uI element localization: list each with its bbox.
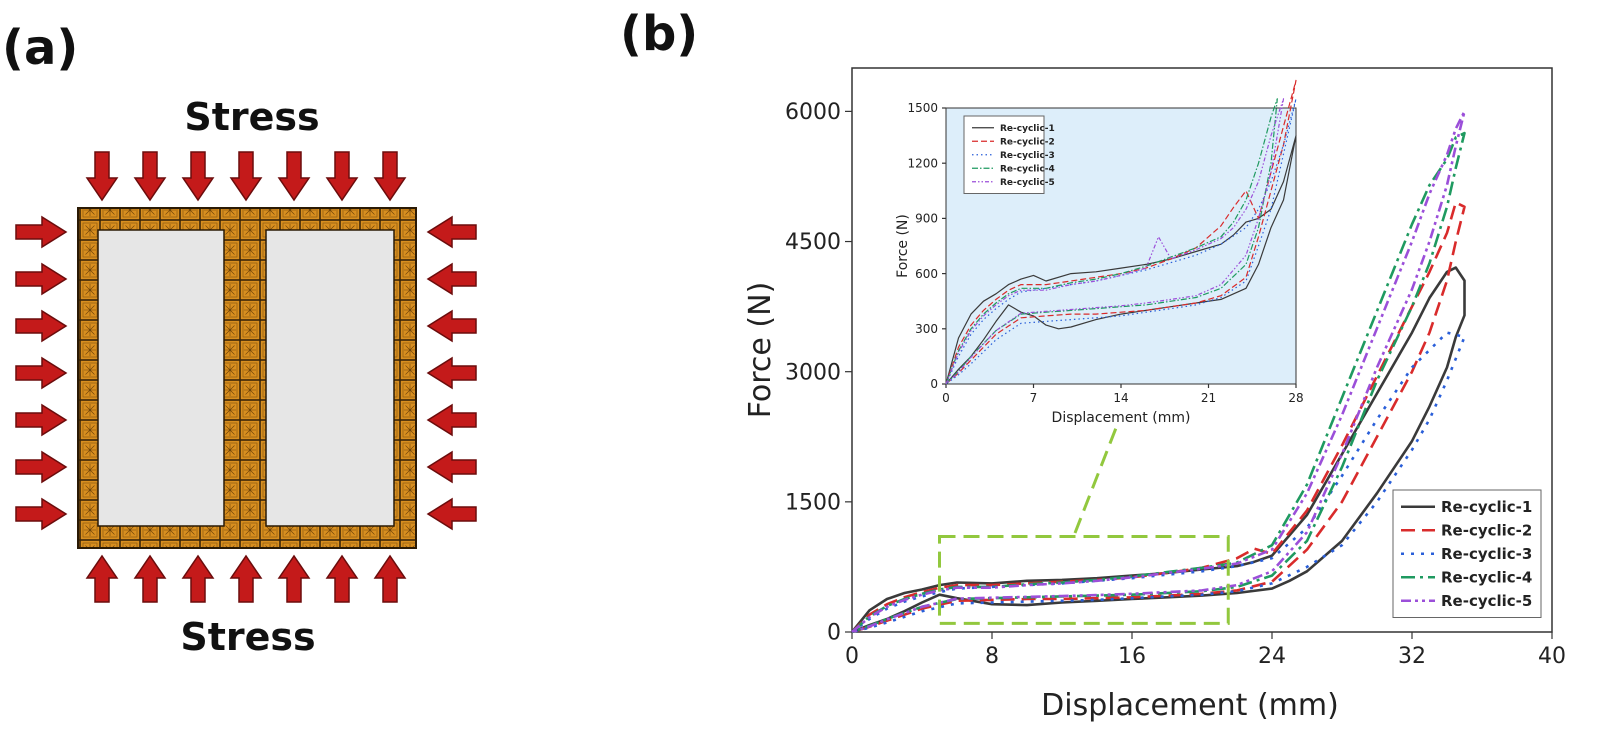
main-legend: Re-cyclic-1 Re-cyclic-2 Re-cyclic-3 Re-cycl…	[1392, 489, 1542, 618]
stress-arrow-left-icon	[426, 497, 477, 531]
stress-arrow-up-icon	[133, 554, 167, 603]
stress-arrow-left-icon	[426, 215, 477, 249]
y-tick-label: 900	[915, 212, 938, 226]
legend-label: Re-cyclic-1	[1441, 498, 1532, 516]
stress-arrow-up-icon	[325, 554, 359, 603]
main-series	[850, 110, 1466, 634]
y-tick-label: 1500	[785, 491, 841, 516]
y-tick-label: 0	[930, 377, 938, 391]
stress-arrow-down-icon	[325, 151, 359, 202]
x-tick-label: 32	[1398, 644, 1426, 669]
stress-arrow-down-icon	[85, 151, 119, 202]
y-tick-label: 1200	[907, 156, 938, 170]
stress-arrow-right-icon	[15, 497, 68, 531]
series-line-re-cyclic-3	[945, 98, 1297, 385]
stress-arrow-right-icon	[15, 262, 68, 296]
series-line-re-cyclic-5	[851, 110, 1466, 634]
stress-arrow-left-icon	[426, 450, 477, 484]
y-tick-label: 1500	[907, 101, 938, 115]
cellular-structure	[77, 207, 417, 549]
x-tick-label: 40	[1538, 644, 1566, 669]
panel-b-label: (b)	[620, 6, 698, 62]
x-tick-label: 0	[942, 391, 950, 405]
panel-a: (a) Stress Stress	[2, 20, 477, 659]
stress-arrow-up-icon	[277, 554, 311, 603]
stress-arrow-up-icon	[181, 554, 215, 603]
stress-arrows	[15, 151, 477, 603]
inset-x-axis-title: Displacement (mm)	[1052, 410, 1191, 426]
legend-box	[1392, 489, 1542, 618]
stress-arrow-down-icon	[373, 151, 407, 202]
inset-chart: 0 7 14 21 28 0 300 600 900 1200 1500 Displacement …	[895, 79, 1304, 426]
x-tick-label: 8	[985, 644, 999, 669]
stress-arrow-right-icon	[15, 356, 68, 390]
inset-legend: Re-cyclic-1 Re-cyclic-2 Re-cyclic-3 Re-cycl…	[963, 115, 1055, 194]
stress-arrow-down-icon	[277, 151, 311, 202]
legend-label: Re-cyclic-5	[1441, 592, 1532, 610]
x-tick-label: 28	[1288, 391, 1303, 405]
legend-label: Re-cyclic-2	[1000, 137, 1055, 147]
stress-arrow-up-icon	[229, 554, 263, 603]
bottom-stress-label: Stress	[180, 615, 315, 659]
inset-ticks: 0 7 14 21 28 0 300 600 900 1200 1500	[907, 101, 1303, 405]
x-tick-label: 21	[1201, 391, 1216, 405]
series-line-re-cyclic-2	[851, 201, 1466, 634]
stress-arrow-right-icon	[15, 309, 68, 343]
y-tick-label: 4500	[785, 230, 841, 255]
y-tick-label: 0	[827, 621, 841, 646]
series-line-re-cyclic-1	[945, 135, 1297, 385]
stress-arrow-left-icon	[426, 403, 477, 437]
stress-arrow-down-icon	[229, 151, 263, 202]
zoom-leader-line	[1073, 427, 1118, 534]
inset-y-axis-title: Force (N)	[895, 214, 911, 278]
legend-label: Re-cyclic-3	[1441, 545, 1532, 563]
stress-arrow-left-icon	[426, 309, 477, 343]
stress-arrow-down-icon	[133, 151, 167, 202]
legend-label: Re-cyclic-4	[1441, 569, 1532, 587]
inset-series	[945, 79, 1297, 385]
stress-arrow-right-icon	[15, 450, 68, 484]
stress-arrow-right-icon	[15, 215, 68, 249]
series-line-re-cyclic-5	[945, 98, 1285, 385]
x-tick-label: 24	[1258, 644, 1286, 669]
stress-arrow-up-icon	[373, 554, 407, 603]
y-tick-label: 6000	[785, 100, 841, 125]
stress-arrow-up-icon	[85, 554, 119, 603]
x-tick-label: 16	[1118, 644, 1146, 669]
x-tick-label: 7	[1030, 391, 1038, 405]
x-tick-label: 0	[845, 644, 859, 669]
main-x-axis-title: Displacement (mm)	[1041, 688, 1339, 723]
stress-arrow-left-icon	[426, 356, 477, 390]
left-void	[97, 229, 225, 527]
panel-a-label: (a)	[2, 20, 78, 76]
legend-label: Re-cyclic-4	[1000, 164, 1055, 174]
legend-label: Re-cyclic-1	[1000, 124, 1055, 134]
stress-arrow-left-icon	[426, 262, 477, 296]
top-stress-label: Stress	[184, 95, 319, 139]
x-tick-label: 14	[1113, 391, 1128, 405]
y-tick-label: 300	[915, 322, 938, 336]
legend-label: Re-cyclic-2	[1441, 522, 1532, 540]
legend-label: Re-cyclic-5	[1000, 178, 1055, 188]
right-void	[265, 229, 395, 527]
y-tick-label: 600	[915, 267, 938, 281]
zoom-indicator	[938, 427, 1230, 625]
y-tick-label: 3000	[785, 360, 841, 385]
stress-arrow-down-icon	[181, 151, 215, 202]
legend-label: Re-cyclic-3	[1000, 151, 1055, 161]
zoom-box	[938, 535, 1230, 625]
series-line-re-cyclic-1	[850, 266, 1466, 634]
main-y-axis-title: Force (N)	[743, 282, 778, 419]
series-line-re-cyclic-4	[945, 98, 1278, 385]
stress-arrow-right-icon	[15, 403, 68, 437]
